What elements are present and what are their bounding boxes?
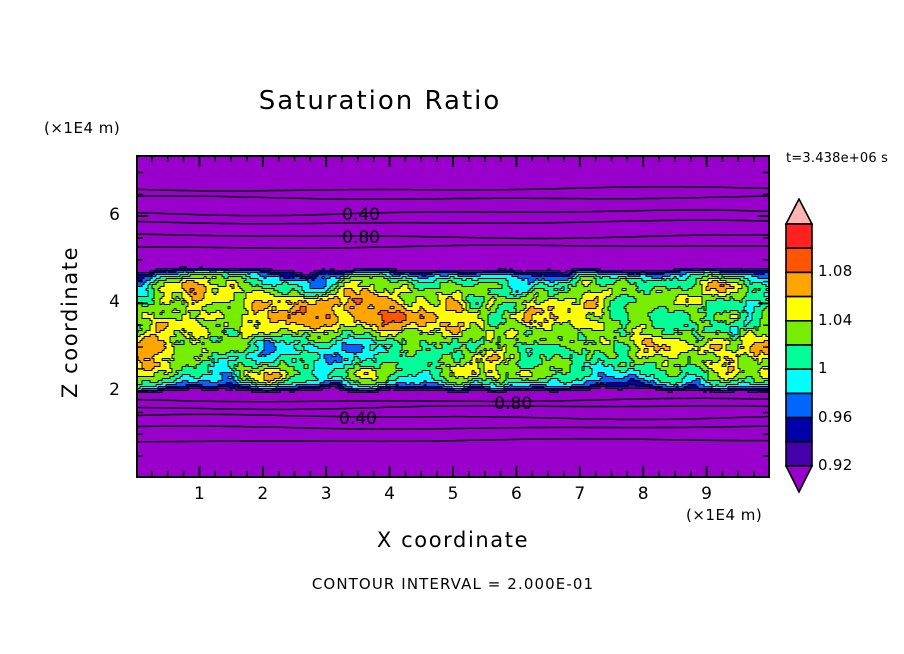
contour-interval-caption: CONTOUR INTERVAL = 2.000E-01 xyxy=(311,575,595,593)
x-tick-label: 4 xyxy=(384,484,395,504)
contour-label: 0.40 xyxy=(339,409,377,429)
colorbar xyxy=(784,198,814,494)
x-tick-label: 5 xyxy=(447,484,459,504)
axis-ticks xyxy=(136,155,770,478)
y-axis-title: Z coordinate xyxy=(58,245,82,399)
x-tick-label: 3 xyxy=(320,484,332,504)
contour-label: 0.80 xyxy=(342,228,380,248)
x-tick-label: 9 xyxy=(701,484,712,504)
y-tick-label: 4 xyxy=(109,292,120,313)
colorbar-band xyxy=(785,295,813,322)
x-tick-label: 1 xyxy=(193,484,205,504)
colorbar-tick-label: 0.92 xyxy=(818,456,853,474)
colorbar-tick-label: 0.96 xyxy=(818,407,853,426)
y-tick-label: 6 xyxy=(109,205,120,226)
time-annotation: t=3.438e+06 s xyxy=(786,151,889,166)
x-tick-label: 8 xyxy=(637,484,649,504)
colorbar-band xyxy=(785,223,813,250)
colorbar-band xyxy=(785,344,813,371)
x-tick-label: 7 xyxy=(574,484,586,504)
contour-label: 0.40 xyxy=(342,205,380,225)
colorbar-band xyxy=(785,392,813,419)
colorbar-tick-label: 1.08 xyxy=(818,262,853,281)
colorbar-band xyxy=(785,320,813,346)
x-axis-units-label: (×1E4 m) xyxy=(686,506,763,524)
colorbar-band xyxy=(785,247,813,274)
colorbar-band xyxy=(785,441,813,467)
colorbar-tick-label: 1 xyxy=(818,359,828,378)
colorbar-band xyxy=(785,416,813,443)
y-axis-units-label: (×1E4 m) xyxy=(44,119,121,137)
colorbar-low-cap xyxy=(784,465,814,494)
x-tick-label: 6 xyxy=(510,484,522,504)
colorbar-band xyxy=(785,368,813,395)
contour-plot: 0.40 0.80 0.40 0.80 xyxy=(136,155,770,478)
colorbar-high-cap xyxy=(784,198,814,225)
y-tick-label: 2 xyxy=(109,379,120,400)
contour-label: 0.80 xyxy=(494,394,532,414)
x-axis-title: X coordinate xyxy=(376,528,530,552)
x-tick-label: 2 xyxy=(257,484,269,504)
page-title: Saturation Ratio xyxy=(258,86,502,116)
colorbar-tick-label: 1.04 xyxy=(818,310,853,329)
colorbar-band xyxy=(785,271,813,298)
